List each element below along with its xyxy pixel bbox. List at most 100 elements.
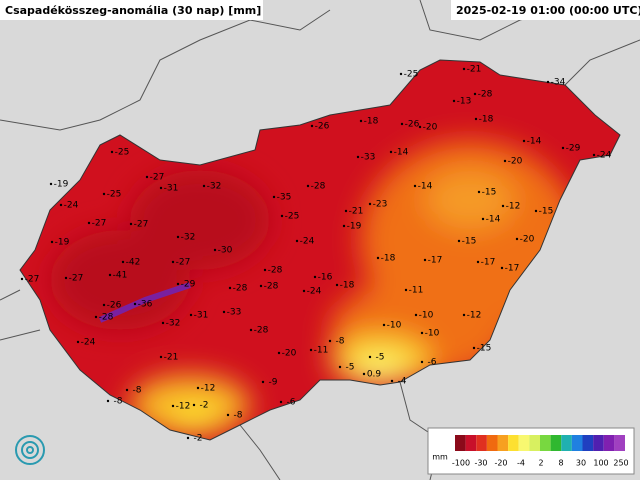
legend-label: 100 bbox=[593, 459, 608, 468]
station-value: -34 bbox=[551, 78, 566, 88]
station-dot bbox=[176, 235, 180, 239]
station-value: -23 bbox=[373, 200, 388, 210]
station-value: -29 bbox=[566, 144, 581, 154]
station-dot bbox=[501, 204, 505, 208]
station-dot bbox=[592, 153, 596, 157]
station-dot bbox=[125, 388, 129, 392]
station-dot bbox=[382, 323, 386, 327]
legend-swatch bbox=[529, 435, 540, 451]
station-value: -36 bbox=[138, 300, 153, 310]
station-dot bbox=[129, 222, 133, 226]
station-dot bbox=[263, 268, 267, 272]
station-value: -8 bbox=[114, 397, 123, 407]
station-dot bbox=[418, 125, 422, 129]
station-value: -33 bbox=[361, 153, 376, 163]
station-dot bbox=[306, 184, 310, 188]
station-value: -26 bbox=[315, 122, 330, 132]
station-dot bbox=[189, 313, 193, 317]
station-value: -10 bbox=[419, 311, 434, 321]
station-value: -6 bbox=[287, 398, 296, 408]
station-dot bbox=[222, 310, 226, 314]
station-dot bbox=[309, 348, 313, 352]
station-dot bbox=[413, 184, 417, 188]
station-dot bbox=[452, 99, 456, 103]
station-dot bbox=[423, 258, 427, 262]
station-dot bbox=[161, 321, 165, 325]
station-dot bbox=[176, 282, 180, 286]
station-dot bbox=[279, 400, 283, 404]
station-dot bbox=[49, 182, 53, 186]
station-dot bbox=[108, 273, 112, 277]
station-dot bbox=[20, 277, 24, 281]
station-value: -12 bbox=[506, 202, 521, 212]
station-value: -24 bbox=[597, 151, 612, 161]
legend-swatch bbox=[593, 435, 604, 451]
legend-label: 2 bbox=[538, 459, 543, 468]
legend-swatch bbox=[455, 435, 466, 451]
station-dot bbox=[420, 331, 424, 335]
station-value: -15 bbox=[539, 207, 554, 217]
legend-swatch bbox=[518, 435, 530, 451]
station-dot bbox=[106, 399, 110, 403]
station-value: -28 bbox=[254, 326, 269, 336]
station-dot bbox=[338, 365, 342, 369]
station-value: -28 bbox=[233, 284, 248, 294]
station-dot bbox=[400, 122, 404, 126]
station-value: -18 bbox=[340, 281, 355, 291]
station-dot bbox=[171, 260, 175, 264]
legend-swatch bbox=[476, 435, 487, 451]
station-value: -18 bbox=[364, 117, 379, 127]
station-value: -27 bbox=[25, 275, 40, 285]
station-value: -14 bbox=[527, 137, 542, 147]
station-value: -18 bbox=[381, 254, 396, 264]
station-dot bbox=[59, 203, 63, 207]
station-value: -24 bbox=[300, 237, 315, 247]
station-value: -15 bbox=[482, 188, 497, 198]
title-box bbox=[0, 0, 263, 20]
station-value: -20 bbox=[508, 157, 523, 167]
station-value: -27 bbox=[134, 220, 149, 230]
legend-label: 30 bbox=[576, 459, 586, 468]
station-dot bbox=[171, 404, 175, 408]
station-value: -18 bbox=[479, 115, 494, 125]
legend-swatch bbox=[508, 435, 519, 451]
station-value: -17 bbox=[505, 264, 520, 274]
station-value: -11 bbox=[409, 286, 424, 296]
station-dot bbox=[342, 224, 346, 228]
station-dot bbox=[522, 139, 526, 143]
station-dot bbox=[481, 217, 485, 221]
station-value: 0.9 bbox=[367, 370, 382, 380]
station-dot bbox=[202, 184, 206, 188]
station-value: -14 bbox=[486, 215, 501, 225]
station-value: -25 bbox=[115, 148, 130, 158]
station-value: -28 bbox=[311, 182, 326, 192]
station-value: -4 bbox=[398, 377, 407, 387]
legend-swatch bbox=[614, 435, 625, 451]
legend-swatch bbox=[540, 435, 551, 451]
legend-swatch bbox=[561, 435, 572, 451]
legend-label: -4 bbox=[517, 459, 525, 468]
station-dot bbox=[226, 413, 230, 417]
station-value: -24 bbox=[307, 287, 322, 297]
station-value: -12 bbox=[176, 402, 191, 412]
station-dot bbox=[457, 239, 461, 243]
station-value: -28 bbox=[478, 90, 493, 100]
station-value: -12 bbox=[467, 311, 482, 321]
station-dot bbox=[462, 67, 466, 71]
station-dot bbox=[477, 190, 481, 194]
station-dot bbox=[249, 328, 253, 332]
station-dot bbox=[368, 355, 372, 359]
station-dot bbox=[344, 209, 348, 213]
station-value: -31 bbox=[164, 184, 179, 194]
station-dot bbox=[474, 117, 478, 121]
station-value: -21 bbox=[164, 353, 179, 363]
station-value: -15 bbox=[462, 237, 477, 247]
station-value: -20 bbox=[520, 235, 535, 245]
station-value: -8 bbox=[336, 337, 345, 347]
station-value: -17 bbox=[481, 258, 496, 268]
station-dot bbox=[404, 288, 408, 292]
station-value: -24 bbox=[81, 338, 96, 348]
legend-label: -20 bbox=[494, 459, 507, 468]
station-value: -19 bbox=[347, 222, 362, 232]
station-dot bbox=[159, 355, 163, 359]
